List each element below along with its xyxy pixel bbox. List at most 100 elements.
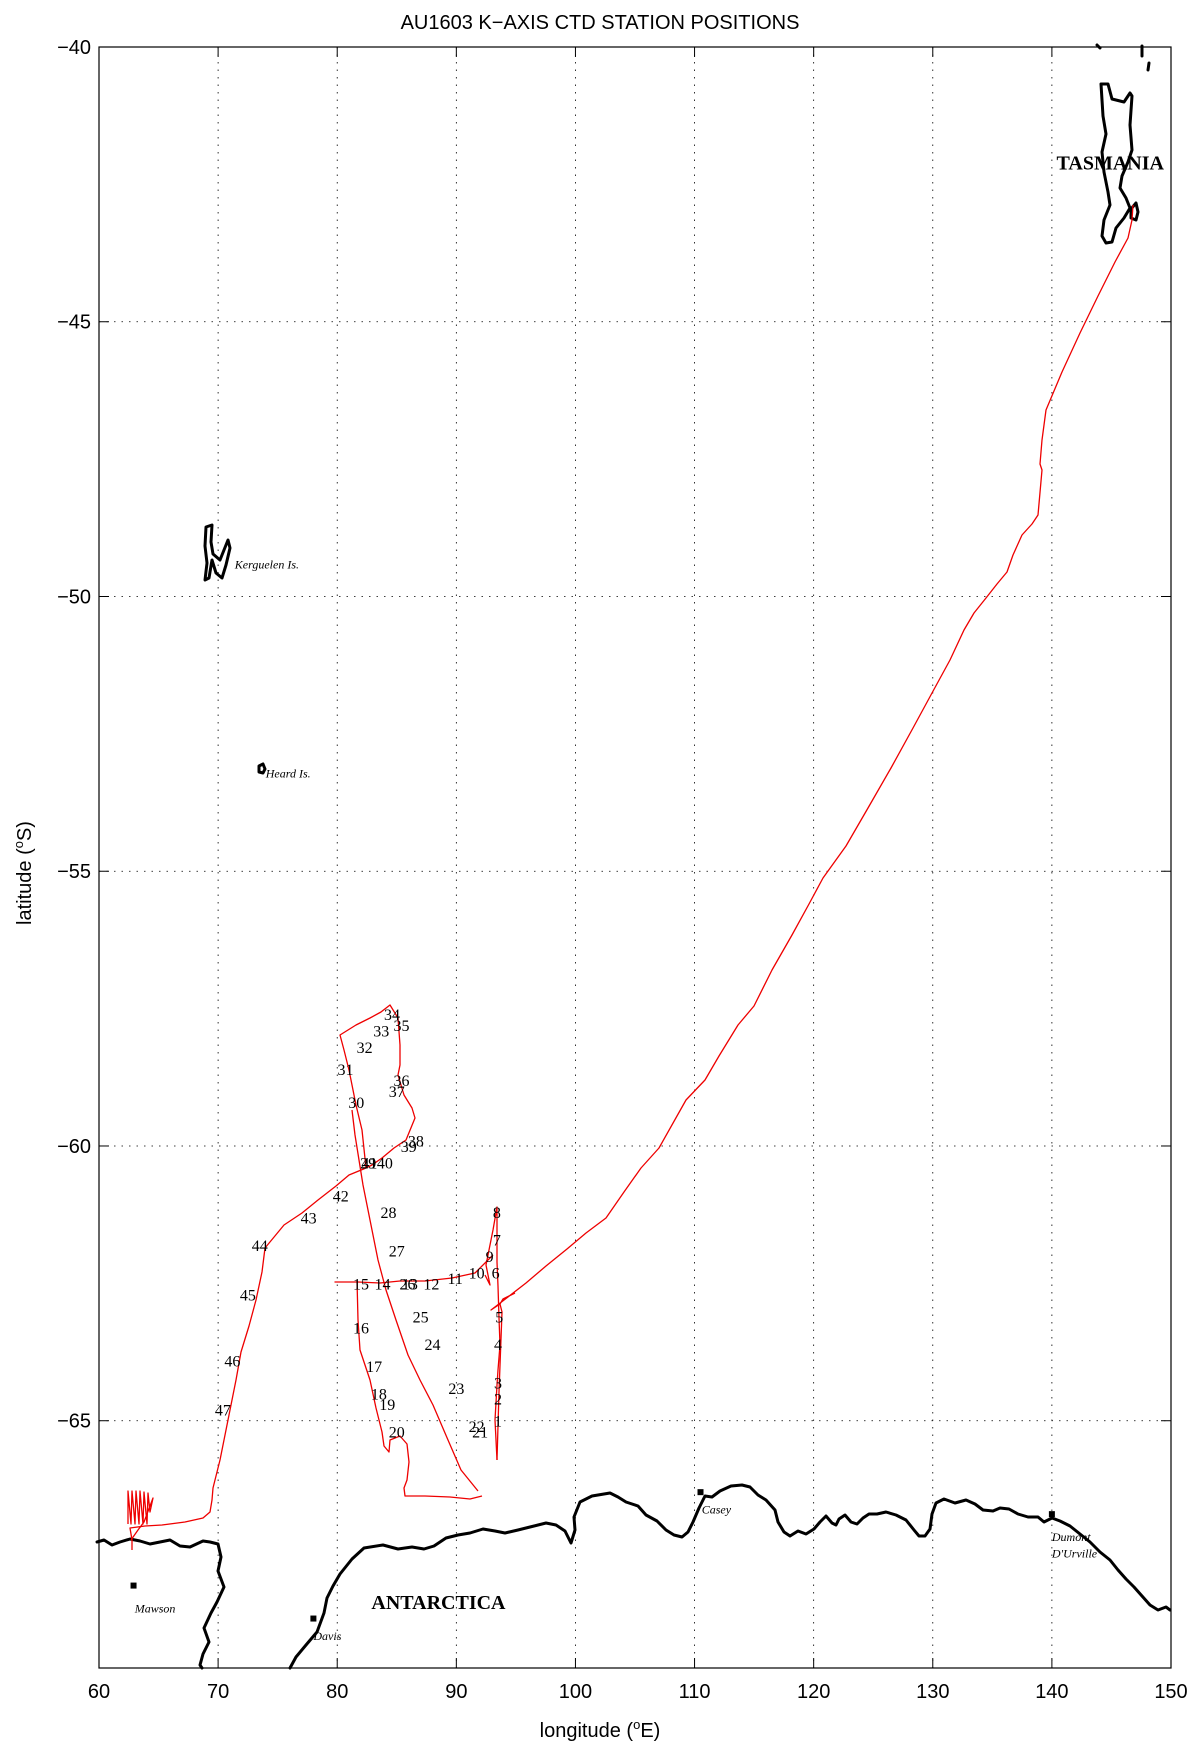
y-tick-label: −65 [57, 1411, 91, 1433]
station-label: 14 [374, 1276, 390, 1293]
base-marker [130, 1582, 137, 1589]
survey-track-a [484, 1206, 501, 1461]
transit-track [490, 204, 1134, 1461]
station-label: 6 [492, 1265, 500, 1282]
y-tick-label: −50 [57, 586, 91, 608]
region-label: TASMANIA [1057, 152, 1165, 174]
x-tick-label: 60 [88, 1681, 110, 1703]
station-label: 13 [402, 1276, 418, 1293]
x-tick-label: 80 [326, 1681, 348, 1703]
station-label: 44 [252, 1238, 268, 1255]
station-label: 20 [389, 1425, 405, 1442]
coastlines [95, 43, 1172, 1670]
station-label: 33 [373, 1024, 389, 1041]
station-label: 4 [494, 1337, 502, 1354]
station-label: 9 [486, 1249, 494, 1266]
station-label: 43 [301, 1210, 317, 1227]
station-label: 32 [357, 1040, 373, 1057]
tasmania-coast [1099, 82, 1134, 245]
station-label: 11 [447, 1271, 462, 1288]
x-tick-label: 100 [559, 1681, 592, 1703]
antarctica-coast [95, 1483, 1172, 1670]
x-tick-label: 130 [916, 1681, 949, 1703]
base-marker [1048, 1511, 1055, 1518]
station-label: 2 [494, 1392, 502, 1409]
plot-frame [98, 46, 1172, 1669]
station-label: 1 [494, 1414, 502, 1431]
station-label: 31 [338, 1062, 354, 1079]
station-label: 26 [399, 1276, 415, 1293]
tasmania-islands [1095, 43, 1151, 222]
y-tick-label: −45 [57, 312, 91, 334]
survey-track-d [351, 1109, 479, 1492]
kerguelen-coast [203, 523, 232, 582]
axes: 60 70 80 90 100 110 120 130 140 150−40−45−50−55−6… [57, 37, 1188, 1703]
station-label: 18 [371, 1386, 387, 1403]
place-label: Mawson [134, 1602, 176, 1616]
x-tick-label: 150 [1154, 1681, 1187, 1703]
survey-track-c [356, 1279, 483, 1500]
place-label: D'Urville [1051, 1547, 1098, 1561]
survey-zigzag [127, 1490, 154, 1541]
station-label: 8 [493, 1205, 501, 1222]
y-tick-label: −55 [57, 861, 91, 883]
station-label: 23 [448, 1381, 464, 1398]
station-label: 29 [360, 1155, 376, 1172]
base-marker [310, 1615, 317, 1622]
station-label: 37 [389, 1084, 405, 1101]
station-label: 17 [366, 1359, 382, 1376]
grid-lines [99, 47, 1171, 1668]
station-label: 35 [394, 1018, 410, 1035]
map-title: AU1603 K−AXIS CTD STATION POSITIONS [401, 12, 800, 34]
x-tick-label: 90 [445, 1681, 467, 1703]
station-label: 41 [361, 1155, 377, 1172]
x-tick-label: 110 [679, 1681, 711, 1703]
station-label: 30 [348, 1095, 364, 1112]
place-label: Casey [702, 1503, 732, 1517]
place-label: Davis [312, 1629, 341, 1643]
station-label: 19 [379, 1397, 395, 1414]
x-axis-label: longitude (oE) [540, 1717, 661, 1742]
station-label: 25 [413, 1309, 429, 1326]
station-label: 46 [224, 1353, 240, 1370]
survey-track-f [129, 1167, 367, 1550]
station-label: 3 [494, 1375, 502, 1392]
station-label: 38 [408, 1133, 424, 1150]
y-axis-label: latitude (oS) [11, 821, 36, 925]
region-labels: TASMANIA ANTARCTICA [371, 152, 1164, 1614]
base-marker [697, 1489, 704, 1496]
station-label: 28 [380, 1205, 396, 1222]
station-label: 36 [394, 1073, 410, 1090]
x-tick-label: 70 [207, 1681, 229, 1703]
station-label: 45 [240, 1287, 256, 1304]
place-markers: Kerguelen Is. Heard Is. Mawson Davis Casey Du… [130, 558, 1098, 1643]
x-tick-label: 120 [797, 1681, 830, 1703]
survey-track-b [334, 1254, 494, 1284]
station-label: 21 [472, 1425, 488, 1442]
place-label: Kerguelen Is. [234, 558, 299, 572]
station-label: 22 [469, 1419, 485, 1436]
place-label: Heard Is. [265, 766, 311, 780]
ship-track [127, 204, 1134, 1550]
y-tick-label: −40 [57, 37, 91, 59]
station-label: 5 [495, 1309, 503, 1326]
station-label: 47 [215, 1403, 231, 1420]
station-label: 34 [384, 1007, 400, 1024]
station-label: 42 [333, 1188, 349, 1205]
y-tick-label: −60 [57, 1136, 91, 1158]
station-label: 16 [353, 1320, 369, 1337]
station-label: 12 [423, 1276, 439, 1293]
station-label: 15 [353, 1276, 369, 1293]
heard-coast [257, 762, 267, 775]
region-label: ANTARCTICA [371, 1592, 506, 1614]
station-label: 7 [493, 1232, 501, 1249]
station-label: 40 [377, 1155, 393, 1172]
survey-track-e [339, 1004, 416, 1169]
place-label: Dumont [1051, 1530, 1091, 1544]
station-label: 24 [425, 1337, 441, 1354]
station-label: 39 [401, 1139, 417, 1156]
x-tick-label: 140 [1035, 1681, 1068, 1703]
station-label: 27 [389, 1243, 405, 1260]
